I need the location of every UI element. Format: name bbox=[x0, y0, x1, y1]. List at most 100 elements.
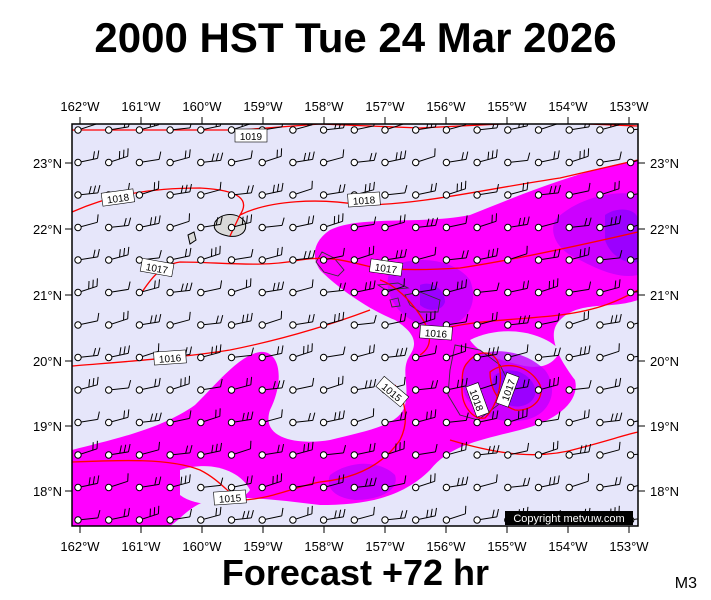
wind-barb bbox=[197, 506, 222, 524]
wind-barb bbox=[596, 151, 622, 167]
wind-barb bbox=[350, 378, 377, 394]
wind-barb bbox=[166, 410, 192, 427]
wind-barb bbox=[626, 483, 638, 492]
wind-barb bbox=[442, 151, 469, 167]
isobar-label: 1018 bbox=[106, 192, 130, 206]
wind-barb bbox=[442, 279, 468, 297]
wind-barb bbox=[319, 183, 346, 199]
island-niihau bbox=[187, 231, 197, 245]
wind-barb bbox=[565, 148, 590, 167]
wind-barb bbox=[135, 124, 160, 134]
wind-barb bbox=[626, 191, 638, 199]
wind-barb bbox=[565, 124, 591, 134]
wind-barb bbox=[227, 475, 253, 492]
wind-barb bbox=[258, 182, 284, 199]
wind-barb bbox=[350, 442, 376, 459]
wind-barb bbox=[227, 214, 253, 232]
wind-barb bbox=[319, 247, 345, 264]
lon-label-bottom: 153°W bbox=[609, 539, 649, 554]
wind-barb bbox=[227, 150, 253, 167]
wind-barb bbox=[105, 507, 130, 524]
lat-label-right: 23°N bbox=[650, 156, 679, 171]
lon-label-bottom: 160°W bbox=[182, 539, 222, 554]
wind-barb bbox=[74, 185, 101, 199]
forecast-label: Forecast +72 hr bbox=[221, 552, 490, 593]
wind-barb bbox=[197, 280, 223, 297]
wind-barb bbox=[227, 440, 252, 459]
lon-label-bottom: 161°W bbox=[121, 539, 161, 554]
wind-barb bbox=[350, 216, 377, 232]
wind-barb bbox=[319, 508, 346, 524]
wind-barb bbox=[565, 281, 592, 297]
wind-barb bbox=[596, 279, 621, 297]
wind-barb bbox=[442, 124, 467, 134]
wind-barb bbox=[381, 510, 408, 524]
wind-barb bbox=[596, 377, 622, 394]
wind-barb bbox=[258, 380, 285, 394]
wind-barb bbox=[473, 346, 499, 362]
wind-barb bbox=[105, 443, 131, 459]
wind-barb bbox=[197, 216, 223, 232]
lat-label-left: 19°N bbox=[33, 419, 62, 434]
island-lanai bbox=[389, 297, 401, 308]
wind-barb bbox=[166, 183, 192, 199]
wind-barb bbox=[197, 181, 222, 199]
wind-barb bbox=[596, 412, 623, 427]
wind-barb bbox=[258, 148, 283, 167]
isobar-label: 1017 bbox=[145, 262, 169, 277]
lat-label-left: 21°N bbox=[33, 288, 62, 303]
wind-barb bbox=[197, 378, 223, 394]
wind-barb bbox=[473, 445, 500, 459]
wind-barb bbox=[350, 477, 377, 492]
isobar-1016-west bbox=[72, 309, 371, 367]
wind-barb bbox=[350, 152, 377, 167]
wind-barb bbox=[626, 288, 638, 297]
wind-barb bbox=[565, 473, 590, 492]
wind-barb bbox=[350, 344, 375, 362]
wind-barb bbox=[626, 386, 638, 394]
wind-barb bbox=[166, 124, 192, 134]
wind-barb bbox=[504, 477, 531, 492]
wind-barb bbox=[166, 311, 191, 329]
wind-barb bbox=[442, 180, 467, 199]
wind-barb bbox=[289, 377, 315, 394]
wind-barb bbox=[442, 441, 468, 459]
wind-barb bbox=[289, 215, 315, 232]
wind-barb bbox=[319, 124, 346, 134]
wind-barb bbox=[105, 345, 130, 362]
wind-barb bbox=[381, 124, 405, 134]
wind-barb bbox=[227, 185, 254, 199]
lon-label-top: 157°W bbox=[365, 99, 405, 114]
wind-barb bbox=[596, 476, 622, 492]
wind-barb bbox=[504, 344, 529, 362]
map-title: 2000 HST Tue 24 Mar 2026 bbox=[94, 14, 617, 61]
wind-barb bbox=[473, 282, 500, 297]
wind-barb bbox=[534, 347, 561, 362]
wind-barb bbox=[504, 245, 528, 264]
wind-barb bbox=[197, 442, 223, 459]
wind-barb bbox=[166, 474, 191, 492]
wind-barb bbox=[166, 508, 192, 524]
isobar-label: 1018 bbox=[353, 195, 376, 208]
wind-barb bbox=[105, 217, 132, 232]
wind-barb bbox=[258, 281, 285, 297]
wind-barb bbox=[105, 281, 131, 297]
lat-label-left: 20°N bbox=[33, 354, 62, 369]
lon-label-bottom: 159°W bbox=[243, 539, 283, 554]
wind-barb bbox=[534, 411, 561, 427]
lon-label-bottom: 156°W bbox=[426, 539, 466, 554]
wind-barb bbox=[381, 411, 407, 427]
copyright-box bbox=[505, 511, 633, 525]
wind-barb bbox=[197, 408, 221, 427]
wind-barb bbox=[227, 347, 254, 362]
wind-barb bbox=[381, 440, 405, 459]
wind-barb bbox=[442, 476, 469, 492]
wind-barb bbox=[412, 246, 437, 264]
wind-barb bbox=[412, 380, 439, 394]
lat-label-right: 18°N bbox=[650, 484, 679, 499]
wind-barb bbox=[105, 473, 129, 492]
wind-barb bbox=[596, 180, 620, 199]
wind-barb bbox=[289, 124, 313, 134]
wind-barb bbox=[135, 250, 162, 264]
